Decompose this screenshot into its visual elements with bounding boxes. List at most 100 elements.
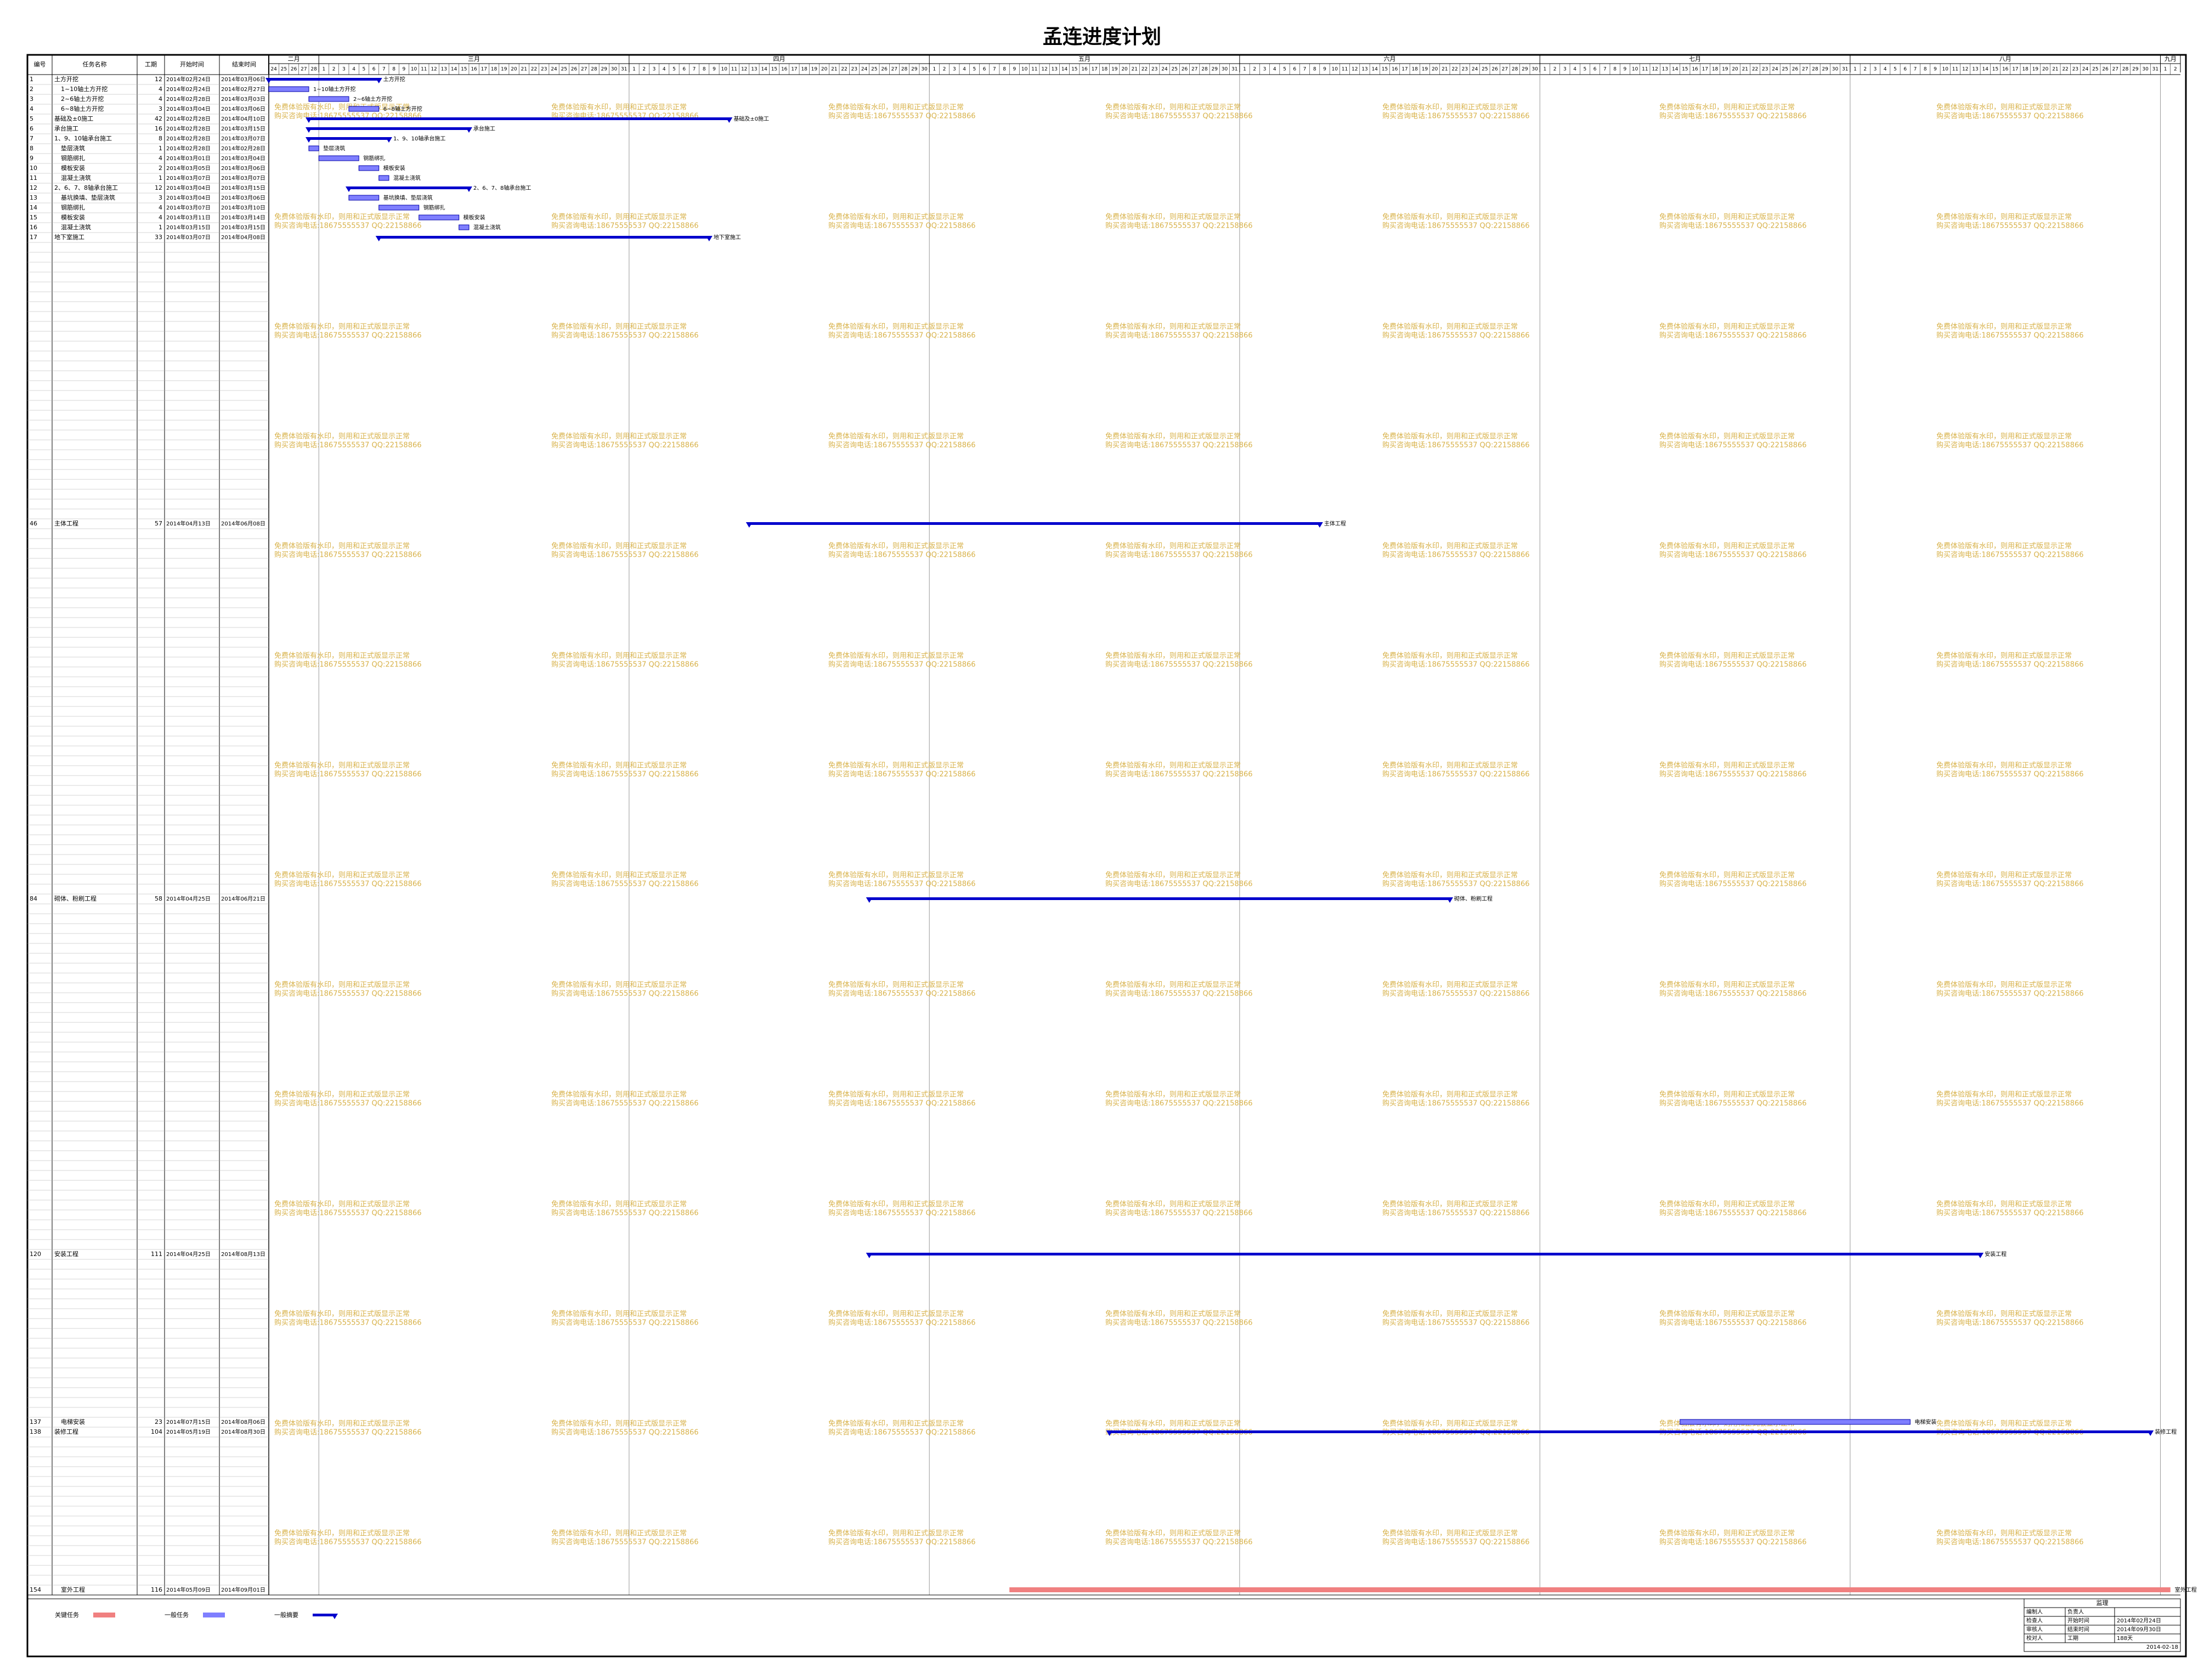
watermark: 购买咨询电话:18675555537 QQ:22158866	[1105, 222, 1253, 230]
day-label: 25	[281, 67, 287, 72]
day-label: 11	[731, 67, 737, 72]
day-label: 22	[531, 67, 537, 72]
day-label: 21	[521, 67, 527, 72]
day-label: 4	[1273, 67, 1276, 72]
task-start: 2014年04月13日	[166, 520, 211, 527]
watermark: 购买咨询电话:18675555537 QQ:22158866	[828, 331, 976, 340]
task-id: 5	[30, 115, 33, 122]
column-header: 结束时间	[232, 61, 256, 68]
day-label: 17	[2012, 67, 2018, 72]
watermark: 免费体验版有水印，则用和正式版显示正常	[1659, 1090, 1795, 1099]
watermark: 免费体验版有水印，则用和正式版显示正常	[551, 871, 687, 880]
summary-bar	[1109, 1430, 2151, 1433]
day-label: 2	[943, 67, 946, 72]
info-title: 监理	[2096, 1599, 2109, 1607]
watermark: 免费体验版有水印，则用和正式版显示正常	[274, 871, 410, 880]
watermark: 免费体验版有水印，则用和正式版显示正常	[1105, 1419, 1241, 1428]
day-label: 30	[1532, 67, 1538, 72]
task-id: 154	[30, 1586, 41, 1593]
day-label: 24	[861, 67, 868, 72]
task-start: 2014年04月25日	[166, 1251, 211, 1258]
watermark: 购买咨询电话:18675555537 QQ:22158866	[1659, 112, 1807, 121]
day-label: 25	[1782, 67, 1788, 72]
watermark: 免费体验版有水印，则用和正式版显示正常	[274, 1419, 410, 1428]
watermark: 免费体验版有水印，则用和正式版显示正常	[828, 1090, 964, 1099]
bar-label: 1、9、10轴承台施工	[393, 135, 445, 142]
summary-bar	[869, 1253, 1981, 1255]
bar-label: 混凝土浇筑	[473, 224, 501, 231]
watermark: 免费体验版有水印，则用和正式版显示正常	[1105, 323, 1241, 331]
watermark: 免费体验版有水印，则用和正式版显示正常	[551, 652, 687, 660]
watermark: 免费体验版有水印，则用和正式版显示正常	[1659, 323, 1795, 331]
task-end: 2014年03月06日	[221, 76, 265, 83]
day-label: 19	[2032, 67, 2039, 72]
watermark: 购买咨询电话:18675555537 QQ:22158866	[1936, 331, 2084, 340]
watermark: 购买咨询电话:18675555537 QQ:22158866	[1105, 880, 1253, 889]
day-label: 27	[1802, 67, 1808, 72]
watermark: 免费体验版有水印，则用和正式版显示正常	[828, 981, 964, 989]
task-id: 16	[30, 224, 37, 231]
legend-label: 关键任务	[55, 1611, 79, 1619]
watermark: 免费体验版有水印，则用和正式版显示正常	[1936, 652, 2072, 660]
summary-end	[1316, 522, 1323, 528]
watermark: 购买咨询电话:18675555537 QQ:22158866	[828, 660, 976, 669]
day-label: 21	[2052, 67, 2058, 72]
task-bar	[348, 106, 380, 112]
watermark: 购买咨询电话:18675555537 QQ:22158866	[274, 770, 422, 779]
day-label: 23	[1762, 67, 1768, 72]
watermark: 免费体验版有水印，则用和正式版显示正常	[1105, 981, 1241, 989]
task-duration: 33	[155, 234, 162, 241]
day-label: 13	[1972, 67, 1978, 72]
task-id: 9	[30, 155, 33, 162]
day-label: 14	[1061, 67, 1068, 72]
watermark: 免费体验版有水印，则用和正式版显示正常	[551, 432, 687, 441]
month-label: 六月	[1384, 55, 1396, 63]
watermark: 购买咨询电话:18675555537 QQ:22158866	[551, 551, 699, 559]
task-end: 2014年08月13日	[221, 1251, 265, 1258]
watermark: 免费体验版有水印，则用和正式版显示正常	[1659, 103, 1795, 112]
task-end: 2014年02月27日	[221, 86, 265, 93]
watermark: 免费体验版有水印，则用和正式版显示正常	[1382, 1090, 1518, 1099]
watermark: 免费体验版有水印，则用和正式版显示正常	[1659, 542, 1795, 551]
watermark: 免费体验版有水印，则用和正式版显示正常	[1936, 871, 2072, 880]
day-label: 14	[1982, 67, 1988, 72]
day-label: 13	[1662, 67, 1668, 72]
watermark: 免费体验版有水印，则用和正式版显示正常	[1936, 1200, 2072, 1209]
day-label: 6	[1293, 67, 1296, 72]
watermark: 购买咨询电话:18675555537 QQ:22158866	[828, 1319, 976, 1327]
task-name: 2、6、7、8轴承台施工	[54, 184, 118, 191]
watermark: 免费体验版有水印，则用和正式版显示正常	[274, 1529, 410, 1538]
watermark: 购买咨询电话:18675555537 QQ:22158866	[1382, 660, 1530, 669]
day-label: 7	[693, 67, 696, 72]
task-name: 模板安装	[61, 164, 85, 172]
day-label: 16	[1081, 67, 1088, 72]
day-label: 13	[1361, 67, 1367, 72]
watermark: 购买咨询电话:18675555537 QQ:22158866	[1659, 880, 1807, 889]
watermark: 购买咨询电话:18675555537 QQ:22158866	[274, 1209, 422, 1218]
day-label: 18	[1101, 67, 1108, 72]
watermark: 购买咨询电话:18675555537 QQ:22158866	[1659, 1538, 1807, 1547]
info-cell: 2014年09月30日	[2117, 1626, 2161, 1633]
task-duration: 16	[155, 125, 162, 132]
task-id: 6	[30, 125, 33, 132]
day-label: 1	[2164, 67, 2167, 72]
day-label: 18	[1712, 67, 1719, 72]
summary-end	[265, 78, 272, 83]
task-end: 2014年04月08日	[221, 234, 265, 241]
watermark: 免费体验版有水印，则用和正式版显示正常	[1659, 213, 1795, 222]
task-end: 2014年03月06日	[221, 194, 265, 201]
watermark: 免费体验版有水印，则用和正式版显示正常	[1382, 323, 1518, 331]
day-label: 26	[571, 67, 578, 72]
watermark: 购买咨询电话:18675555537 QQ:22158866	[828, 551, 976, 559]
task-bar	[378, 205, 420, 211]
watermark: 免费体验版有水印，则用和正式版显示正常	[1105, 1529, 1241, 1538]
day-label: 24	[1161, 67, 1168, 72]
day-label: 8	[703, 67, 706, 72]
day-label: 9	[1934, 67, 1937, 72]
task-bar	[1009, 1587, 2171, 1592]
watermark: 免费体验版有水印，则用和正式版显示正常	[828, 432, 964, 441]
watermark: 购买咨询电话:18675555537 QQ:22158866	[551, 331, 699, 340]
watermark: 免费体验版有水印，则用和正式版显示正常	[1936, 103, 2072, 112]
day-label: 1	[632, 67, 636, 72]
watermark: 免费体验版有水印，则用和正式版显示正常	[828, 761, 964, 770]
